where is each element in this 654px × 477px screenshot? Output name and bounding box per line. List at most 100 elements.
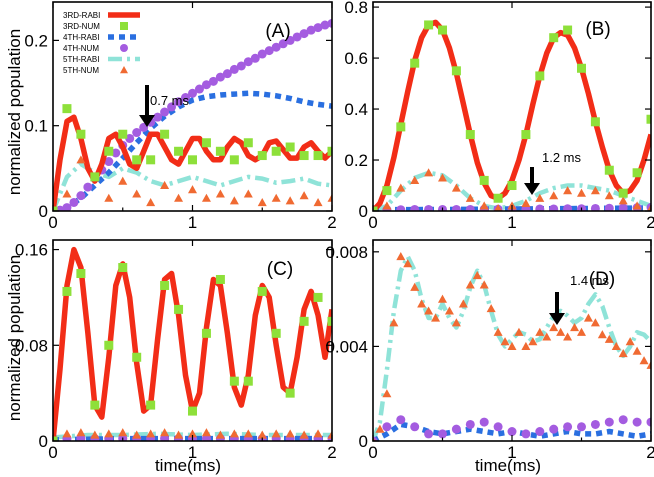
point-num5 [403,259,413,268]
point-num4 [493,422,503,432]
panel-4: 0 1 2 0 0.004 0.008 (D)1.4 ms [325,239,654,462]
y-tick-label: 0.004 [325,337,368,356]
point-num5 [590,186,600,195]
point-num5 [604,191,614,200]
x-tick-label: 0 [368,213,377,232]
panel-1: 0 1 2 0 0.1 0.2 (A) 0.7 ms [24,1,337,232]
legend-entry: 3RD-NUM [63,22,100,31]
legend-swatch-num5 [120,66,128,74]
series-num3 [373,20,651,211]
point-num3 [479,175,489,185]
point-num5 [382,201,392,210]
point-num5 [90,430,100,439]
point-num5 [521,341,531,351]
point-num5 [160,428,170,437]
point-num4 [396,205,406,211]
point-num4 [563,422,573,432]
point-num4 [327,18,332,28]
point-num3 [104,340,114,350]
point-num3 [174,304,184,314]
y-tick-label: 0.16 [15,241,48,260]
y-tick-label: 0.2 [344,151,368,170]
legend-entry: 4TH-NUM [63,44,99,53]
point-num3 [201,138,211,148]
point-num5 [118,428,128,437]
y-tick-label: 0.08 [15,336,48,355]
point-num3 [535,71,545,81]
point-num5 [472,270,482,280]
point-num5 [493,327,503,336]
point-num5 [556,327,566,336]
point-num5 [438,173,447,182]
panel-label: (B) [585,19,610,40]
point-num5 [535,193,545,202]
plot-area [53,246,332,441]
point-num5 [604,334,614,343]
point-num4 [521,429,531,439]
point-num3 [76,129,86,139]
point-num3 [90,400,100,410]
point-num5 [104,193,114,202]
point-num3 [313,292,323,302]
point-num3 [618,188,628,198]
point-num5 [632,346,642,355]
series-rabi3 [53,114,332,211]
panel-label: (D) [589,269,615,290]
point-num3 [590,117,600,127]
point-num4 [479,417,489,427]
annotation-arrowhead [139,115,155,127]
point-num3 [327,146,332,156]
point-num5 [299,191,309,200]
point-num4 [167,102,177,112]
series-num3 [53,104,332,211]
y-tick-label: 0 [359,432,368,451]
point-num3 [118,263,128,273]
x-tick-label: 1 [507,213,516,232]
point-num5 [201,193,211,202]
point-num5 [431,313,441,322]
x-tick-label: 2 [327,443,336,462]
point-num5 [215,189,225,198]
series-rabi4 [53,435,332,441]
point-num4 [174,97,184,107]
point-num4 [111,148,121,158]
point-num3 [438,25,447,35]
point-num4 [451,424,461,434]
point-num5 [521,198,531,207]
point-num5 [389,318,399,327]
point-num5 [486,304,496,313]
point-num4 [618,203,628,211]
point-num4 [201,80,211,90]
point-num5 [327,193,332,202]
point-num5 [396,252,406,261]
point-num5 [479,201,489,210]
y-tick-label: 0.6 [344,49,368,68]
series-num3 [53,263,332,441]
point-num5 [424,168,434,177]
y-tick-label: 0.008 [325,243,368,262]
point-num5 [479,280,489,289]
legend-entry: 3RD-RABI [63,11,100,20]
point-num4 [132,128,142,138]
x-tick-label: 1 [188,213,197,232]
legend-entry: 5TH-RABI [63,55,99,64]
plot-area [373,252,651,441]
point-num4 [55,205,65,211]
point-num5 [62,189,72,198]
point-num4 [549,424,559,434]
point-num5 [507,341,517,351]
point-num5 [132,189,142,198]
point-num5 [382,389,392,398]
point-num3 [215,274,225,284]
point-num5 [104,429,114,438]
point-num4 [208,76,218,86]
legend-entry: 4TH-RABI [63,33,99,42]
annotation-arrowhead [524,183,540,195]
point-num3 [299,316,309,326]
point-num4 [229,64,239,74]
point-num5 [424,306,434,315]
point-num5 [514,327,524,336]
point-num3 [563,25,573,35]
point-num4 [507,427,517,437]
point-num5 [570,322,580,332]
